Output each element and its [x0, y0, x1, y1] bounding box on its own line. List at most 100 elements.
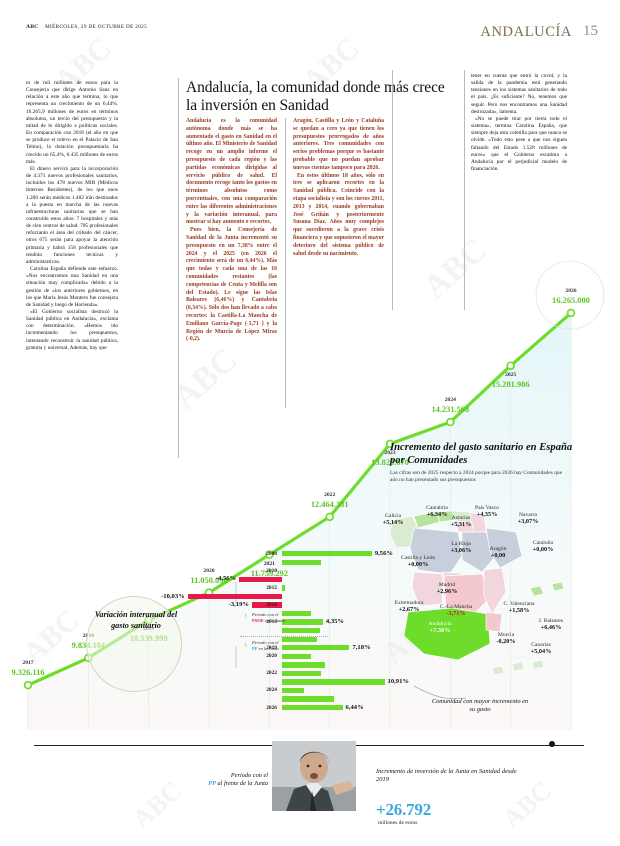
bar-row: [228, 619, 388, 625]
footer-left-party: PP: [208, 780, 216, 788]
paragraph: «No se puede tirar por tierra todo el si…: [471, 115, 567, 173]
paragraph: Andalucía es la comunidad autónoma donde…: [186, 118, 277, 226]
region-value: +5,04%: [530, 648, 552, 655]
map-label-canarias: Canarias +5,04%: [519, 642, 563, 655]
map-region-arag-n: [461, 531, 495, 573]
paragraph: tener en cuenta que entró la covid, y la…: [471, 73, 567, 115]
map-label-andaluc-a: Andalucía +7,38%: [413, 621, 467, 634]
line-point-year: 2026: [565, 287, 577, 294]
region-value: +6,46%: [540, 624, 562, 631]
region-name: Extremadura: [394, 600, 424, 606]
map-label-arag-n: Aragón +0,00: [477, 546, 519, 559]
bar-value-label: 4,35%: [325, 618, 345, 626]
map-panel-title: Incremento del gasto sanitario en España…: [390, 442, 573, 466]
line-point-value: 12.464.381: [310, 499, 349, 509]
column-divider: [464, 70, 465, 310]
bar-row: [228, 627, 388, 634]
bar-row: [228, 610, 388, 617]
region-value: +3,06%: [450, 547, 472, 554]
legend-psoe-pre: Periodo con el: [252, 612, 279, 617]
region-value: +5,31%: [450, 521, 472, 528]
region-value: +2,67%: [398, 606, 420, 613]
bar-row: [228, 670, 388, 677]
data-point: [446, 417, 455, 427]
data-point: [23, 680, 33, 690]
bar-value-label: -10,03%: [161, 592, 185, 600]
map-label-asturias: Asturias +5,31%: [439, 515, 483, 528]
photo-illustration: [272, 741, 356, 811]
column-divider: [178, 78, 179, 458]
map-label-pa-s-vasco: País Vasco +4,35%: [462, 505, 512, 518]
map-label-galicia: Galicia +5,14%: [371, 513, 415, 526]
line-point-year: 2020: [203, 567, 215, 574]
bar-year-label: 2026: [266, 704, 277, 711]
data-point: [506, 361, 515, 370]
data-point: [385, 439, 395, 449]
timeline-endpoint: [549, 741, 555, 747]
legend-psoe-post: en la Junta: [264, 617, 285, 623]
bar-year-label: 2012: [266, 584, 277, 591]
bar-row: [228, 559, 388, 565]
map-label-extremadura: Extremadura +2,67%: [382, 600, 436, 613]
page-number: 15: [583, 23, 598, 39]
region-name: Cataluña: [533, 540, 553, 546]
column-divider: [392, 70, 393, 310]
callout-leader-line: [413, 685, 467, 700]
line-point-value: 14.231.568: [431, 405, 470, 415]
article-headline: Andalucía, la comunidad donde más crece …: [186, 79, 445, 114]
bar: [282, 653, 311, 659]
line-point-year: 2023: [384, 449, 396, 456]
bar-row: [228, 551, 388, 557]
bar-row: [228, 636, 388, 642]
map-region-murcia: [485, 611, 503, 633]
bar: [282, 551, 372, 557]
line-point-value: 16.265.000: [552, 295, 590, 305]
region-name: La Rioja: [451, 541, 471, 547]
map-region-andaluc-a: [403, 607, 491, 661]
bar-row: [228, 645, 388, 651]
variation-annotation: Variación interanual del gasto sanitario: [94, 610, 178, 630]
bar: [282, 627, 320, 634]
region-name: Castilla y León: [400, 555, 436, 561]
bar-year-label: 2019: [266, 644, 277, 651]
bar: [239, 576, 282, 583]
paragraph: Pues bien, la Consejería de Sanidad de l…: [186, 227, 277, 343]
bar-row: [228, 662, 388, 668]
region-name: Murcia: [497, 632, 515, 638]
map-label-navarra: Navarra +3,07%: [505, 512, 551, 525]
bar: [282, 585, 286, 591]
map-panel-subtitle: Las cifras son de 2025 respecto a 2024 p…: [390, 470, 563, 483]
bar-year-label: 2008: [266, 550, 277, 557]
body-column-4: tener en cuenta que entró la covid, y la…: [471, 73, 567, 173]
line-point-value: 11.050.090: [190, 575, 228, 585]
map-region-extremadura: [411, 571, 444, 607]
footer-investment-unit: millones de euros: [378, 820, 418, 826]
paragraph: Carolina España defiende este esfuerzo. …: [26, 266, 118, 308]
footer-investment-title: Incremento de inversión de la Junta en S…: [376, 768, 517, 784]
line-point-year: 2017: [22, 660, 34, 667]
region-name: C.-La Mancha: [439, 604, 473, 610]
line-point-year: 2025: [505, 371, 517, 378]
bar: [282, 619, 323, 625]
lead-column-2: Andalucía es la comunidad autónoma donde…: [186, 118, 277, 344]
bar-row: [228, 696, 388, 702]
bar: [282, 679, 385, 685]
bar-row: [228, 687, 388, 694]
legend-pp: Periodo con el PP en la Junta: [252, 640, 322, 651]
legend-psoe-party: PSOE: [252, 617, 264, 623]
arrow-down-icon: ↓: [244, 640, 248, 648]
brand-label: ABC: [26, 24, 39, 30]
map-label-la-rioja: La Rioja +3,06%: [437, 541, 485, 554]
bar: [282, 704, 343, 711]
line-point-year: 2024: [444, 397, 456, 404]
region-name: Andalucía: [428, 621, 452, 627]
bar-year-label: 2014: [266, 601, 277, 608]
region-value: +2,96%: [436, 588, 458, 595]
spain-map-shapes: [389, 510, 565, 676]
line-point-year: 2021: [263, 560, 275, 567]
map-region-c-valenciana: [483, 567, 507, 615]
map-label-catalu-a: Cataluña +0,00%: [519, 540, 567, 553]
bar-year-label: 2010: [266, 567, 277, 574]
region-value: +6,34%: [426, 511, 448, 518]
